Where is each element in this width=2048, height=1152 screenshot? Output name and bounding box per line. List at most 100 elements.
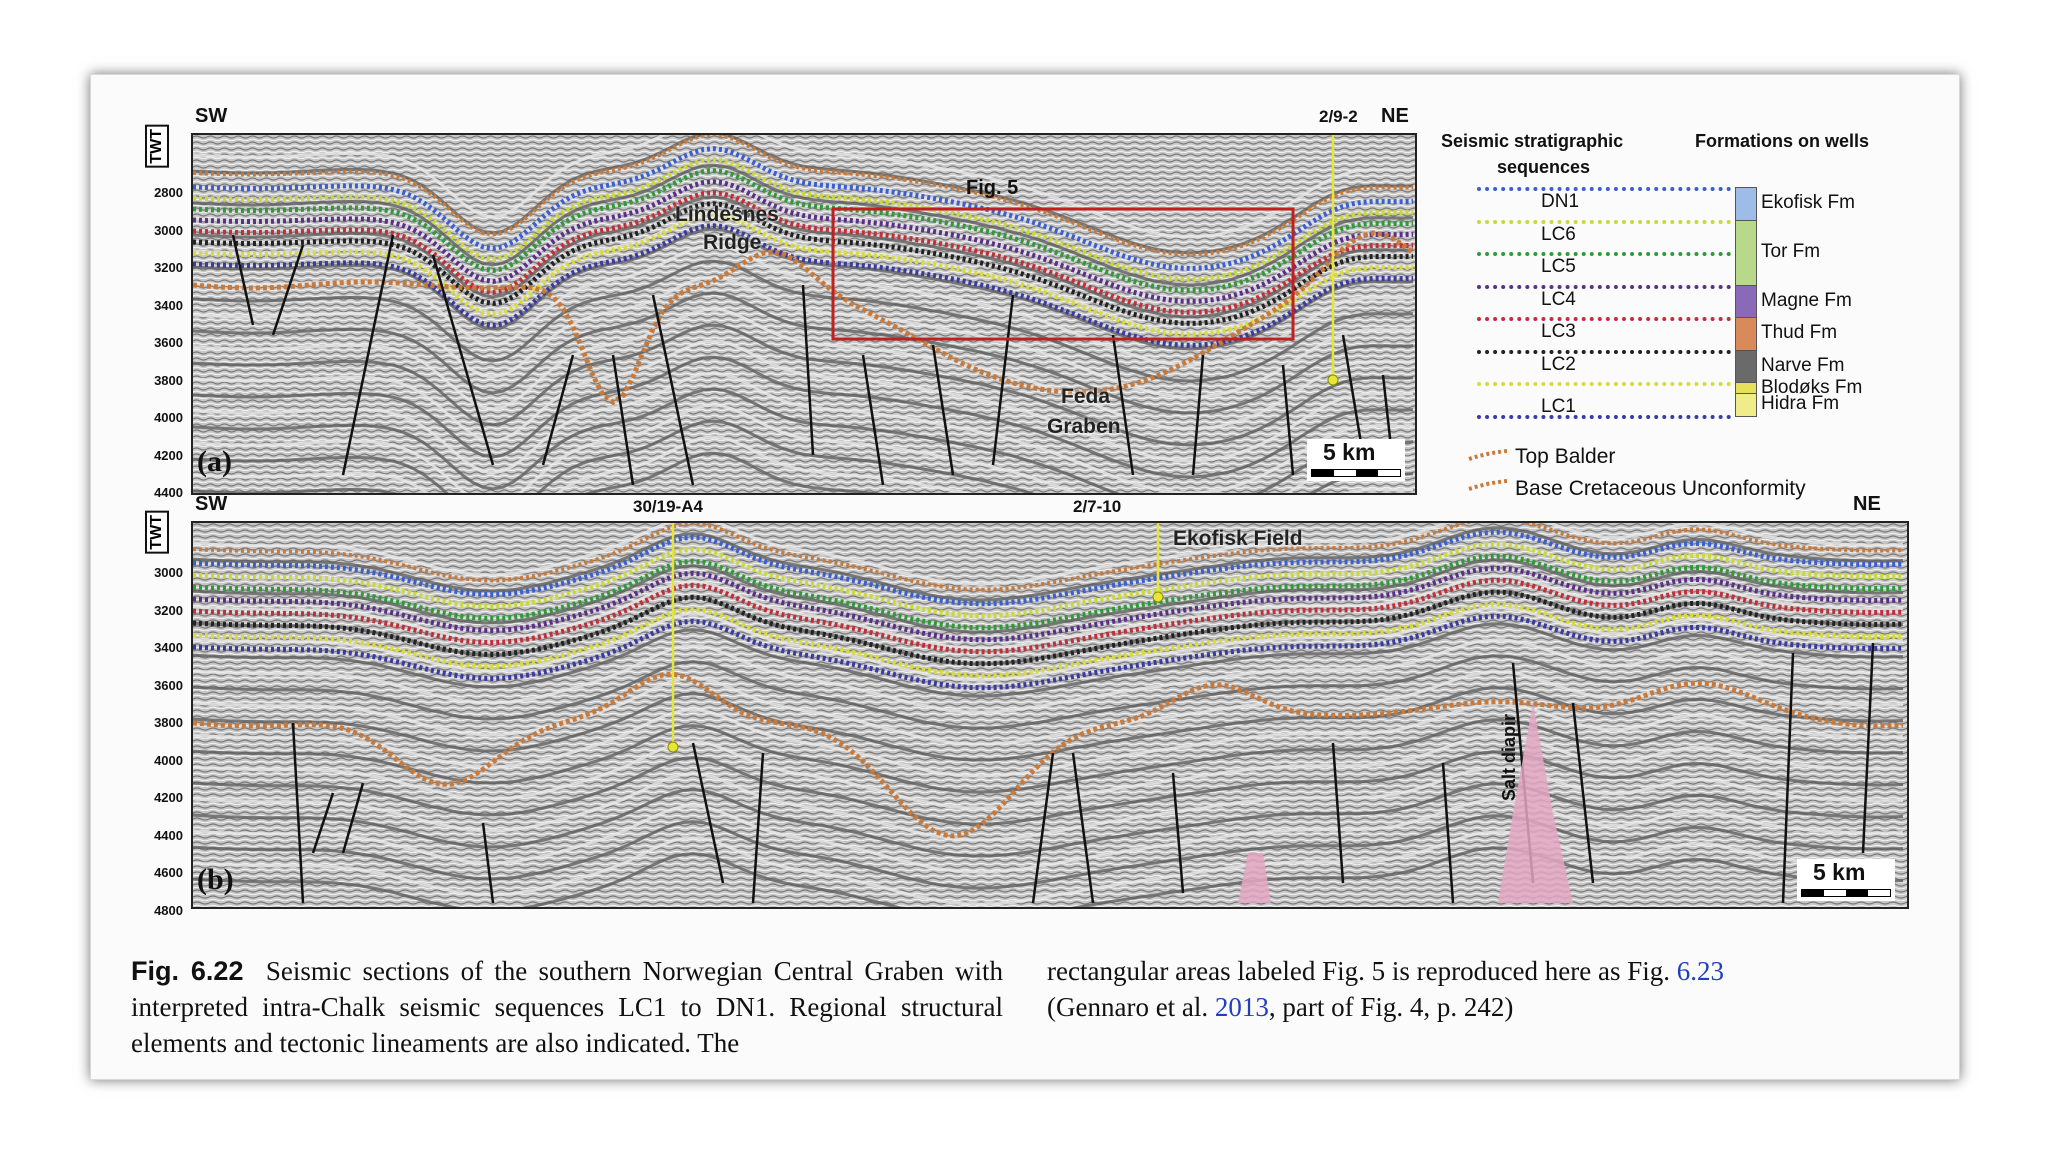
fault-line xyxy=(1171,772,1185,894)
horizon-line xyxy=(193,553,1904,631)
caption-column-1: Fig. 6.22 Seismic sections of the southe… xyxy=(131,953,1003,1061)
well-marker xyxy=(1327,374,1339,386)
seismic-reflector xyxy=(193,830,1904,906)
salt-diapir-label: Salt diapir xyxy=(1499,713,1519,801)
feda-label: Feda xyxy=(1061,385,1111,408)
legend-formation-label: Thud Fm xyxy=(1761,322,1838,344)
horizon-line xyxy=(193,190,1414,315)
panel-b-well-1: 30/19-A4 xyxy=(633,497,703,516)
horizon-line xyxy=(193,212,1414,337)
twt-tick-label: 4400 xyxy=(154,485,183,500)
seismic-reflector xyxy=(193,702,1904,778)
seismic-reflector xyxy=(193,574,1904,650)
legend-boundary-line xyxy=(1477,317,1731,321)
salt-diapir-shape xyxy=(1498,703,1573,903)
seismic-reflector xyxy=(193,606,1904,682)
twt-tick-label: 3800 xyxy=(154,372,183,388)
fault-line xyxy=(1331,742,1345,884)
caption-text-2c: , part of Fig. 4, p. 242) xyxy=(1268,992,1514,1022)
top-balder-horizon xyxy=(193,135,1414,257)
fault-line xyxy=(1111,334,1135,476)
seismic-reflector xyxy=(193,307,1414,431)
caption-link-year[interactable]: 2013 xyxy=(1214,992,1269,1022)
legend-boundary-line xyxy=(1477,382,1731,386)
fault-line xyxy=(271,244,305,336)
legend-formation-label: Magne Fm xyxy=(1761,289,1852,311)
well-marker xyxy=(667,741,679,753)
seismic-reflector xyxy=(193,670,1904,746)
caption-link-fig[interactable]: 6.23 xyxy=(1676,956,1725,986)
legend-formation-label: Narve Fm xyxy=(1761,354,1845,376)
fault-line xyxy=(341,782,365,854)
fault-line xyxy=(931,344,955,476)
fault-line xyxy=(341,234,395,476)
fault-line xyxy=(1071,752,1095,904)
panel-b-twt-label: TWT xyxy=(145,511,169,554)
twt-tick-label: 3600 xyxy=(154,677,183,693)
legend-sequence-label: LC2 xyxy=(1541,353,1576,375)
panel-b-scale-text: 5 km xyxy=(1813,859,1866,885)
fault-line xyxy=(691,742,725,884)
fault-line xyxy=(1031,752,1055,904)
legend-formation-swatch xyxy=(1735,349,1757,384)
twt-tick-label: 4200 xyxy=(154,447,183,463)
legend-sequence-label: LC1 xyxy=(1541,396,1576,417)
horizon-line xyxy=(193,201,1414,326)
caption-text-1: Seismic sections of the southern Norwegi… xyxy=(131,956,1003,1058)
salt-body-shape xyxy=(1238,853,1271,903)
seismic-reflector xyxy=(193,275,1414,399)
fault-line xyxy=(291,722,305,904)
seismic-reflector xyxy=(193,798,1904,874)
panel-a-seismic xyxy=(191,133,1417,495)
seismic-reflector xyxy=(193,339,1414,463)
lindesnes-label: Lindesnes xyxy=(675,203,779,226)
seismic-reflector xyxy=(193,734,1904,810)
caption-column-2: rectangular areas labeled Fig. 5 is repr… xyxy=(1047,953,1919,1025)
legend-formation-swatch xyxy=(1735,187,1757,222)
well-marker xyxy=(1152,591,1164,603)
panel-a-seismic-svg xyxy=(193,135,1415,493)
legend-sequence-label: LC3 xyxy=(1541,321,1576,342)
panel-a-label: (a) xyxy=(197,445,232,478)
legend-heading-right: Formations on wells xyxy=(1695,131,1870,151)
legend-heading-left-2: sequences xyxy=(1497,157,1591,177)
figure-frame: SW 2/9-2 NE TWT 2800 3000 3200 3400 3600 3800… xyxy=(90,74,1960,1080)
legend-boundary-line xyxy=(1477,284,1731,289)
legend-sequence-label: LC5 xyxy=(1541,256,1576,277)
panel-b-seismic-svg xyxy=(193,523,1907,907)
legend-boundary-line xyxy=(1477,219,1731,224)
fault-line xyxy=(1571,702,1595,884)
seismic-reflector xyxy=(193,243,1414,367)
legend-sequence-label: LC4 xyxy=(1541,288,1576,310)
seismic-reflector xyxy=(193,526,1904,602)
legend-formation-label: Ekofisk Fm xyxy=(1761,192,1855,214)
fault-line xyxy=(1281,364,1295,476)
seismic-reflector xyxy=(193,523,1904,586)
legend-top-balder: Top Balder xyxy=(1515,445,1616,468)
fault-line xyxy=(861,354,885,486)
seismic-reflector xyxy=(193,638,1904,714)
ekofisk-field-label: Ekofisk Field xyxy=(1173,527,1303,550)
seismic-reflector xyxy=(193,654,1904,730)
caption-text-2a: rectangular areas labeled Fig. 5 is repr… xyxy=(1047,956,1671,986)
seismic-reflector xyxy=(193,782,1904,858)
seismic-reflector xyxy=(193,846,1904,907)
fault-line xyxy=(1861,642,1875,854)
seismic-reflector xyxy=(193,814,1904,890)
horizon-line xyxy=(193,565,1904,643)
top-balder-horizon xyxy=(193,523,1904,592)
fault-line xyxy=(611,354,635,486)
twt-tick-label: 3000 xyxy=(154,565,183,580)
legend-boundary-line xyxy=(1477,187,1731,191)
seismic-reflector xyxy=(193,403,1414,493)
seismic-reflector xyxy=(193,435,1414,493)
legend-formation-swatch xyxy=(1735,393,1757,417)
seismic-reflector xyxy=(193,371,1414,493)
panel-b-label: (b) xyxy=(197,863,234,896)
panel-a-twt-label: TWT xyxy=(145,125,169,168)
horizon-line xyxy=(193,168,1414,293)
horizon-line xyxy=(193,146,1414,271)
twt-tick-label: 3000 xyxy=(154,222,183,238)
legend-heading-left: Seismic stratigraphic xyxy=(1441,131,1624,151)
horizon-line xyxy=(193,541,1904,619)
